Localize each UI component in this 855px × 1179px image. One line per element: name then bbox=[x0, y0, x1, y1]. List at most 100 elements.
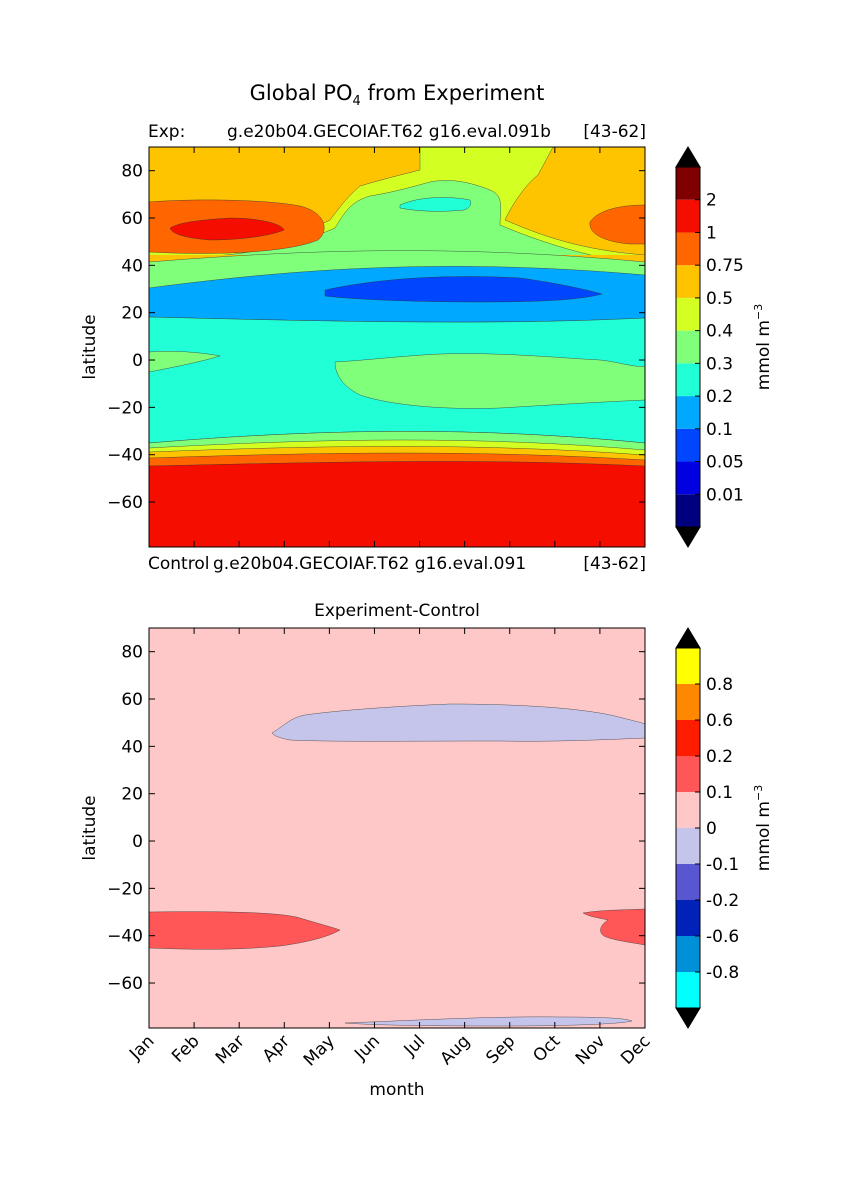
y-tick-label: 40 bbox=[121, 737, 143, 757]
colorbar-extend-min bbox=[675, 1007, 701, 1029]
colorbar-swatch bbox=[676, 972, 700, 1008]
colorbar-swatch bbox=[676, 167, 700, 200]
top-region-blue-core bbox=[324, 276, 603, 303]
colorbar-swatch bbox=[676, 792, 700, 828]
x-tick-label: Jul bbox=[400, 1031, 429, 1060]
top-region-green-south bbox=[334, 353, 645, 409]
colorbar-swatch bbox=[676, 494, 700, 527]
exp-name: g.e20b04.GECOIAF.T62 g16.eval.091b bbox=[227, 122, 551, 142]
bottom-xlabel: month bbox=[369, 1080, 424, 1100]
colorbar-swatch bbox=[676, 828, 700, 864]
top-region-red-south bbox=[149, 461, 645, 547]
colorbar-extend-min bbox=[675, 526, 701, 548]
y-tick-label: 60 bbox=[121, 690, 143, 710]
y-tick-label: 0 bbox=[132, 832, 143, 852]
colorbar-swatch bbox=[676, 330, 700, 364]
top-axes-frame bbox=[148, 146, 646, 548]
colorbar-swatch bbox=[676, 684, 700, 720]
x-tick-label: Nov bbox=[572, 1031, 610, 1069]
colorbar-swatch bbox=[676, 720, 700, 756]
exp-range: [43-62] bbox=[583, 122, 646, 142]
y-tick-label: 20 bbox=[121, 304, 143, 324]
control-name: g.e20b04.GECOIAF.T62 g16.eval.091 bbox=[213, 554, 526, 574]
colorbar-tick-label: 0.01 bbox=[706, 485, 744, 505]
exp-label: Exp: bbox=[148, 122, 185, 142]
colorbar-tick-label: -0.6 bbox=[706, 927, 739, 947]
colorbar-extend-max bbox=[675, 627, 701, 649]
x-tick-label: Oct bbox=[529, 1031, 564, 1066]
colorbar-swatch bbox=[676, 428, 700, 462]
top-region-cyan-lens bbox=[399, 197, 471, 212]
x-tick-label: Aug bbox=[437, 1031, 475, 1069]
colorbar-tick-label: -0.2 bbox=[706, 891, 739, 911]
y-tick-label: −60 bbox=[107, 974, 143, 994]
bottom-region-lavender-north bbox=[271, 703, 645, 742]
bottom-region-lavender-south bbox=[344, 1016, 633, 1027]
bottom-y-ticks: 80 60 40 20 0 −20 −40 −60 bbox=[107, 643, 645, 994]
control-range: [43-62] bbox=[583, 554, 646, 574]
y-tick-label: −40 bbox=[107, 927, 143, 947]
colorbar-swatch bbox=[676, 363, 700, 397]
x-tick-label: Apr bbox=[259, 1031, 294, 1066]
y-tick-label: −60 bbox=[107, 493, 143, 513]
colorbar-swatch bbox=[676, 900, 700, 936]
bottom-region-red-west bbox=[149, 911, 341, 950]
top-ylabel: latitude bbox=[80, 314, 100, 379]
colorbar-tick-label: 0.6 bbox=[706, 711, 733, 731]
bottom-colorbar: -0.8 -0.6 -0.2 -0.1 0 0.1 0.2 0.6 0.8 bbox=[675, 627, 739, 1029]
x-tick-label: Sep bbox=[482, 1031, 519, 1068]
bottom-region-pink bbox=[149, 628, 645, 1028]
x-tick-label: Feb bbox=[168, 1031, 203, 1066]
colorbar-swatch bbox=[676, 396, 700, 429]
y-tick-label: 80 bbox=[121, 643, 143, 663]
bottom-region-red-east bbox=[582, 908, 645, 946]
colorbar-tick-label: 0.4 bbox=[706, 322, 733, 342]
colorbar-tick-label: 0.3 bbox=[706, 354, 733, 374]
top-region-darkorange-ne bbox=[589, 204, 645, 245]
x-tick-label: Dec bbox=[617, 1031, 654, 1068]
x-tick-label: Jun bbox=[350, 1031, 384, 1065]
colorbar-tick-label: 0.1 bbox=[706, 420, 733, 440]
colorbar-tick-label: 0.05 bbox=[706, 453, 744, 473]
colorbar-tick-label: 0.75 bbox=[706, 256, 744, 276]
figure-title: Global PO4 from Experiment bbox=[250, 81, 545, 109]
y-tick-label: 80 bbox=[121, 162, 143, 182]
y-tick-label: 40 bbox=[121, 256, 143, 276]
colorbar-swatch bbox=[676, 265, 700, 298]
bottom-plot-area bbox=[149, 628, 645, 1028]
colorbar-swatch bbox=[676, 232, 700, 266]
y-tick-label: −40 bbox=[107, 446, 143, 466]
colorbar-tick-label: 0 bbox=[706, 819, 717, 839]
y-tick-label: −20 bbox=[107, 398, 143, 418]
bottom-ylabel: latitude bbox=[80, 795, 100, 860]
y-tick-label: 20 bbox=[121, 785, 143, 805]
diff-title: Experiment-Control bbox=[314, 601, 480, 621]
colorbar-swatch bbox=[676, 936, 700, 972]
top-region-red-nw bbox=[169, 217, 285, 241]
colorbar-frame bbox=[675, 166, 701, 528]
colorbar-swatch bbox=[676, 297, 700, 331]
control-label: Control bbox=[148, 554, 209, 574]
colorbar-tick-label: 0.1 bbox=[706, 783, 733, 803]
colorbar-swatch bbox=[676, 648, 700, 684]
colorbar-tick-label: -0.8 bbox=[706, 963, 739, 983]
top-y-ticks: 80 60 40 20 0 −20 −40 −60 bbox=[107, 147, 646, 547]
colorbar-tick-label: 0.8 bbox=[706, 675, 733, 695]
colorbar-swatch bbox=[676, 864, 700, 900]
colorbar-tick-label: 0.2 bbox=[706, 387, 733, 407]
bottom-axes-frame bbox=[148, 627, 646, 1029]
colorbar-swatch bbox=[676, 199, 700, 233]
x-tick-label: Mar bbox=[212, 1031, 249, 1068]
colorbar-swatch bbox=[676, 756, 700, 792]
colorbar-tick-label: -0.1 bbox=[706, 855, 739, 875]
y-tick-label: −20 bbox=[107, 879, 143, 899]
x-tick-label: Jan bbox=[125, 1031, 158, 1064]
colorbar-tick-label: 0.2 bbox=[706, 747, 733, 767]
colorbar-tick-label: 2 bbox=[706, 191, 717, 211]
colorbar-extend-max bbox=[675, 146, 701, 168]
bottom-colorbar-label: mmol m−3 bbox=[752, 785, 774, 871]
y-tick-label: 0 bbox=[132, 351, 143, 371]
top-colorbar: 0.01 0.05 0.1 0.2 0.3 0.4 0.5 0.75 1 2 bbox=[675, 146, 744, 548]
top-plot-area bbox=[149, 147, 645, 547]
